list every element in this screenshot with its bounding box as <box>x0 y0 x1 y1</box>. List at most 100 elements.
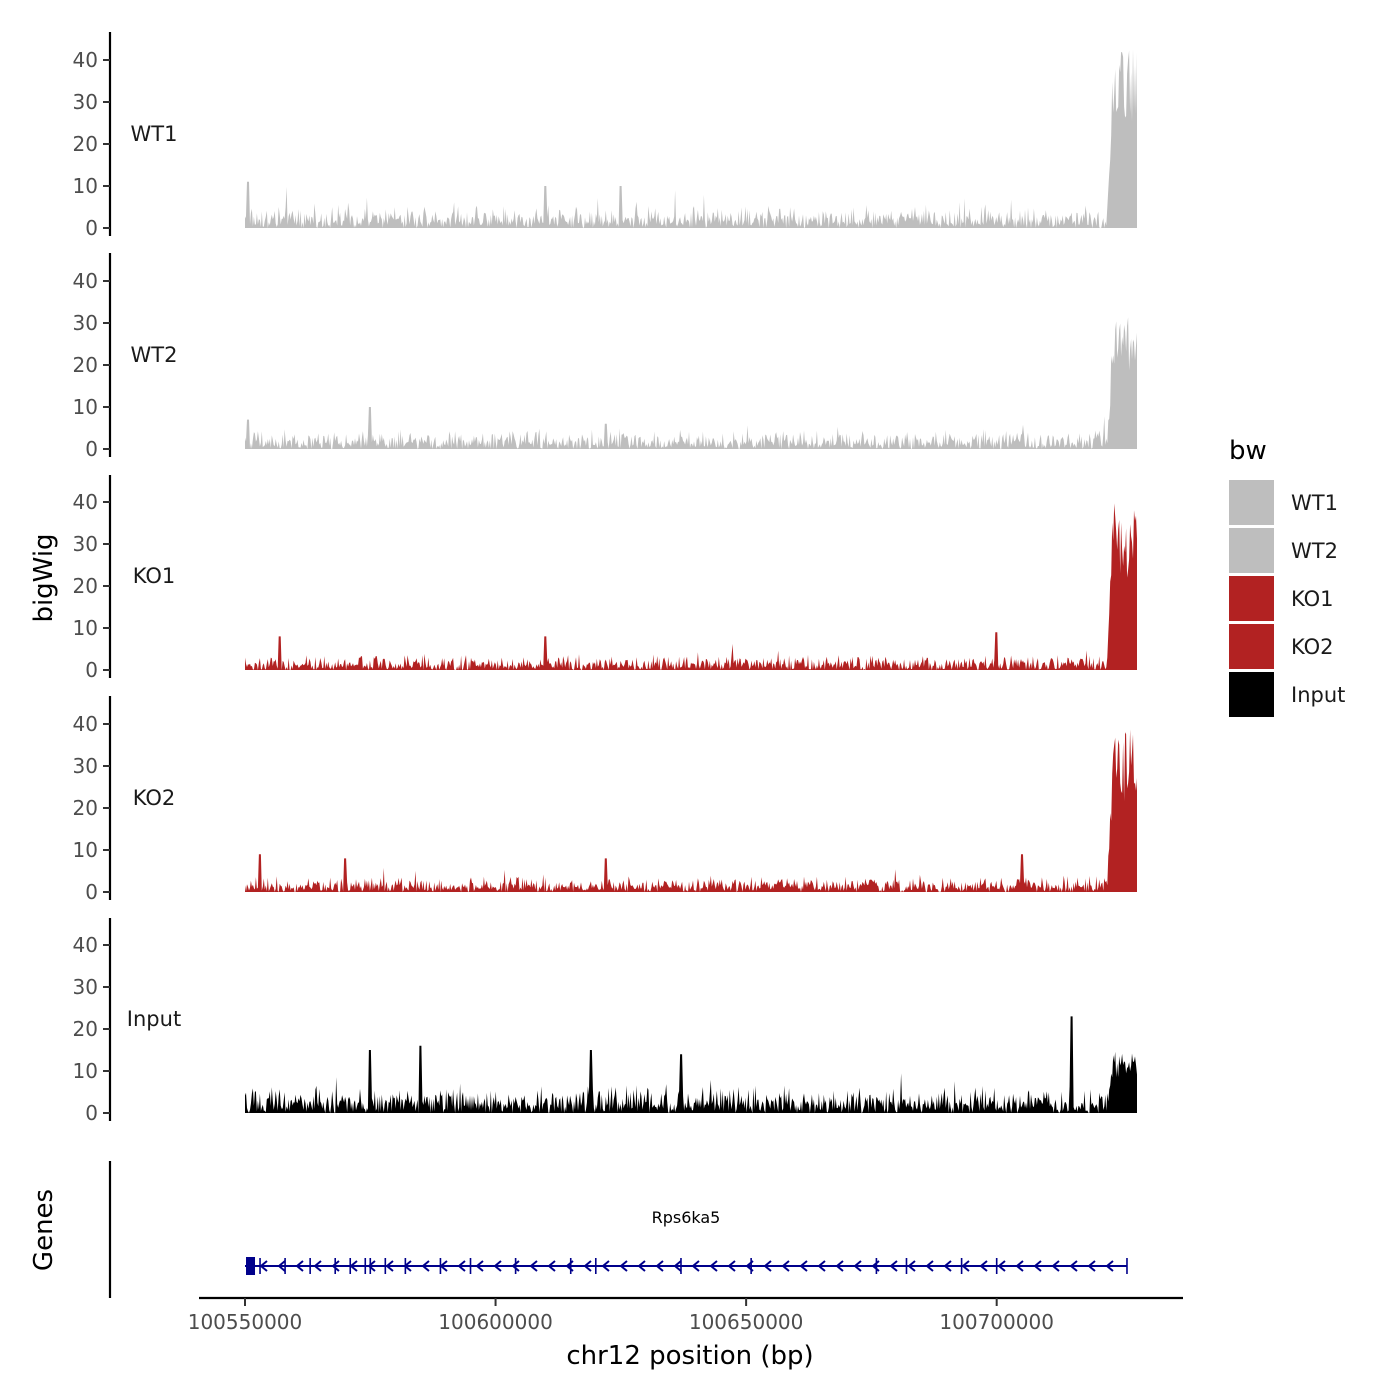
y-tick-label: 40 <box>73 490 98 514</box>
y-tick-label: 30 <box>73 975 98 999</box>
strand-arrow-icon <box>907 1260 916 1272</box>
legend-swatch-ko1 <box>1229 576 1274 621</box>
strand-arrow-icon <box>331 1260 340 1272</box>
y-tick-label: 20 <box>73 353 98 377</box>
signal-area-wt2 <box>245 317 1137 449</box>
strand-arrow-icon <box>1087 1260 1096 1272</box>
strand-arrow-icon <box>601 1260 610 1272</box>
strand-arrow-icon <box>619 1260 628 1272</box>
strand-arrow-icon <box>547 1260 556 1272</box>
y-tick-label: 20 <box>73 574 98 598</box>
legend-label-input: Input <box>1291 683 1345 707</box>
y-tick-label: 30 <box>73 311 98 335</box>
track-label-wt2: WT2 <box>131 343 178 367</box>
strand-arrow-icon <box>853 1260 862 1272</box>
signal-area-input <box>245 1016 1137 1113</box>
strand-arrow-icon <box>457 1260 466 1272</box>
exon-mark <box>349 1258 352 1274</box>
genes-panel: Genes Rps6ka5 <box>29 1161 1128 1298</box>
x-axis-ticks: 100550000 100600000 100650000 100700000 <box>188 1298 1054 1334</box>
strand-arrow-icon <box>763 1260 772 1272</box>
exon-mark <box>680 1258 682 1274</box>
track-label-ko2: KO2 <box>133 786 176 810</box>
legend-label-wt1: WT1 <box>1291 491 1338 515</box>
y-tick-label: 30 <box>73 90 98 114</box>
signal-area-ko2 <box>245 729 1137 892</box>
legend: bw WT1 WT2 KO1 KO2 Input <box>1229 436 1345 717</box>
exon-mark <box>369 1258 372 1274</box>
strand-arrow-icon <box>367 1260 376 1272</box>
strand-arrow-icon <box>475 1260 484 1272</box>
strand-arrow-icon <box>1051 1260 1060 1272</box>
strand-arrow-icon <box>1105 1260 1114 1272</box>
strand-arrow-icon <box>1033 1260 1042 1272</box>
track-wt1: 0 10 20 30 40 WT1 <box>73 32 1137 240</box>
x-axis: 100550000 100600000 100650000 100700000 chr… <box>188 1296 1183 1371</box>
x-axis-title: chr12 position (bp) <box>566 1341 813 1371</box>
exon-mark <box>259 1258 261 1274</box>
exon-mark <box>246 1257 256 1275</box>
strand-arrow-icon <box>727 1260 736 1272</box>
y-tick-label: 30 <box>73 754 98 778</box>
legend-swatch-wt2 <box>1229 528 1274 573</box>
strand-arrow-icon <box>961 1260 970 1272</box>
exon-mark <box>469 1258 472 1274</box>
legend-label-ko1: KO1 <box>1291 587 1334 611</box>
y-tick-label: 0 <box>85 216 98 240</box>
track-label-wt1: WT1 <box>131 122 178 146</box>
strand-arrow-icon <box>979 1260 988 1272</box>
legend-items: WT1 WT2 KO1 KO2 Input <box>1229 480 1345 717</box>
y-tick-label: 0 <box>85 437 98 461</box>
exon-mark <box>514 1258 517 1274</box>
strand-arrow-icon <box>799 1260 808 1272</box>
exon-mark <box>905 1258 908 1274</box>
y-tick-label: 10 <box>73 174 98 198</box>
strand-arrow-icon <box>817 1260 826 1272</box>
exon-mark <box>439 1258 442 1274</box>
y-tick-label: 30 <box>73 532 98 556</box>
legend-label-ko2: KO2 <box>1291 635 1334 659</box>
strand-arrow-icon <box>583 1260 592 1272</box>
exon-mark <box>995 1258 998 1274</box>
strand-arrow-icon <box>637 1260 646 1272</box>
y-tick-label: 10 <box>73 1059 98 1083</box>
gene-rps6ka5: Rps6ka5 <box>245 1208 1128 1275</box>
strand-arrow-icon <box>925 1260 934 1272</box>
track-label-input: Input <box>127 1007 181 1031</box>
signal-area-ko1 <box>245 503 1137 670</box>
y-tick-label: 10 <box>73 616 98 640</box>
y-tick-label: 0 <box>85 658 98 682</box>
track-wt2: 0 10 20 30 40 WT2 <box>73 253 1137 461</box>
strand-arrow-icon <box>295 1260 304 1272</box>
strand-arrow-icon <box>259 1260 268 1272</box>
strand-arrow-icon <box>385 1260 394 1272</box>
exon-mark <box>284 1258 286 1274</box>
y-tick-label: 40 <box>73 933 98 957</box>
strand-arrow-icon <box>421 1260 430 1272</box>
strand-arrow-icon <box>691 1260 700 1272</box>
exon-mark <box>569 1258 572 1274</box>
y-tick-label: 20 <box>73 796 98 820</box>
x-tick-label: 100550000 <box>188 1310 303 1334</box>
y-tick-label: 40 <box>73 269 98 293</box>
genes-axis-title: Genes <box>29 1189 59 1271</box>
strand-arrow-icon <box>655 1260 664 1272</box>
strand-arrow-icon <box>313 1260 322 1272</box>
y-tick-label: 0 <box>85 880 98 904</box>
x-tick-label: 100700000 <box>939 1310 1054 1334</box>
bigwig-tracks: 0 10 20 30 40 WT1 0 10 20 30 40 WT2 0 10 20 30 40 KO1 0 10 2… <box>73 32 1137 1125</box>
y-tick-label: 40 <box>73 712 98 736</box>
exon-mark <box>334 1258 337 1274</box>
exon-mark <box>309 1258 311 1274</box>
exon-mark <box>384 1258 387 1274</box>
y-tick-label: 20 <box>73 1017 98 1041</box>
y-tick-label: 10 <box>73 395 98 419</box>
exon-mark <box>1126 1258 1128 1274</box>
exon-mark <box>750 1258 752 1274</box>
strand-arrow-icon <box>673 1260 682 1272</box>
strand-arrow-icon <box>943 1260 952 1272</box>
strand-arrow-icon <box>1015 1260 1024 1272</box>
track-input: 0 10 20 30 40 Input <box>73 918 1137 1125</box>
exon-mark <box>404 1258 407 1274</box>
